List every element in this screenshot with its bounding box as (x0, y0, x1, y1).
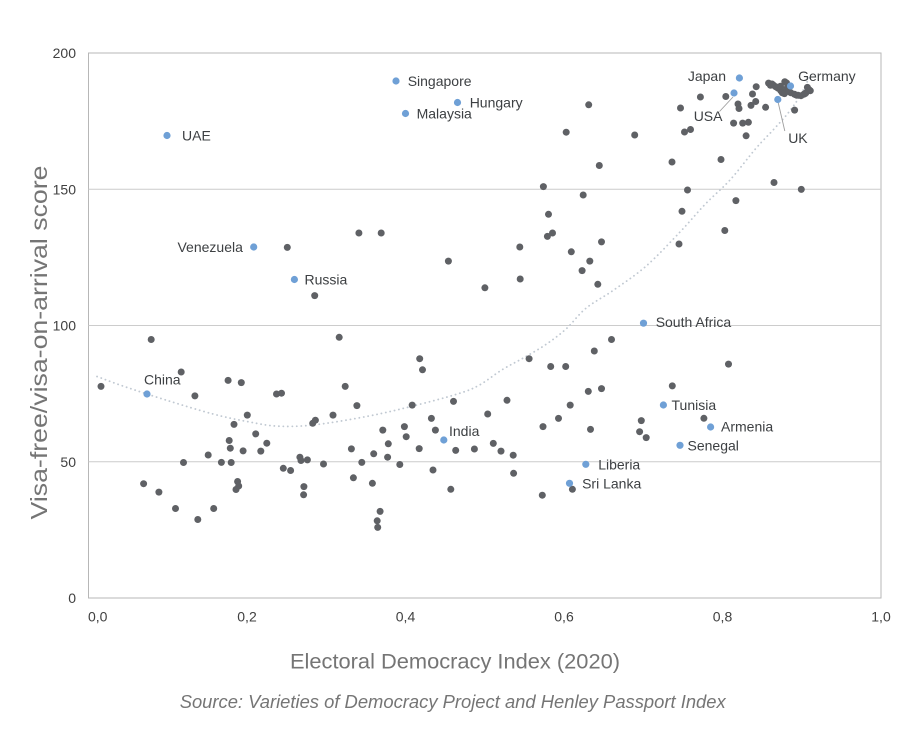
svg-text:Malaysia: Malaysia (417, 106, 472, 122)
svg-text:0,6: 0,6 (554, 609, 574, 625)
svg-text:Japan: Japan (688, 68, 726, 84)
svg-text:Sri Lanka: Sri Lanka (582, 475, 641, 491)
svg-text:Source: Varieties of Democracy: Source: Varieties of Democracy Project a… (180, 691, 727, 712)
svg-text:Liberia: Liberia (598, 456, 640, 472)
svg-text:Senegal: Senegal (688, 437, 739, 453)
svg-text:200: 200 (53, 45, 77, 61)
svg-text:Armenia: Armenia (721, 419, 773, 435)
svg-text:Venezuela: Venezuela (177, 239, 243, 255)
svg-text:150: 150 (53, 181, 77, 197)
svg-text:Singapore: Singapore (408, 73, 472, 89)
svg-text:USA: USA (694, 108, 723, 124)
svg-text:South Africa: South Africa (656, 314, 732, 330)
svg-text:China: China (144, 372, 181, 388)
svg-text:0: 0 (68, 590, 76, 606)
svg-text:50: 50 (60, 454, 76, 470)
svg-text:India: India (449, 423, 480, 439)
svg-text:0,0: 0,0 (88, 609, 108, 625)
svg-text:1,0: 1,0 (871, 609, 891, 625)
svg-text:Germany: Germany (798, 68, 856, 84)
svg-text:UK: UK (788, 130, 808, 146)
svg-text:0,8: 0,8 (713, 609, 733, 625)
svg-text:100: 100 (53, 318, 77, 334)
svg-text:UAE: UAE (182, 128, 211, 144)
svg-text:Visa-free/visa-on-arrival scor: Visa-free/visa-on-arrival score (26, 166, 52, 520)
svg-text:0,4: 0,4 (396, 609, 416, 625)
svg-text:Russia: Russia (305, 272, 348, 288)
svg-text:0,2: 0,2 (237, 609, 257, 625)
svg-text:Hungary: Hungary (470, 95, 523, 111)
svg-text:Tunisia: Tunisia (672, 397, 717, 413)
svg-text:Electoral Democracy Index (202: Electoral Democracy Index (2020) (290, 651, 620, 674)
